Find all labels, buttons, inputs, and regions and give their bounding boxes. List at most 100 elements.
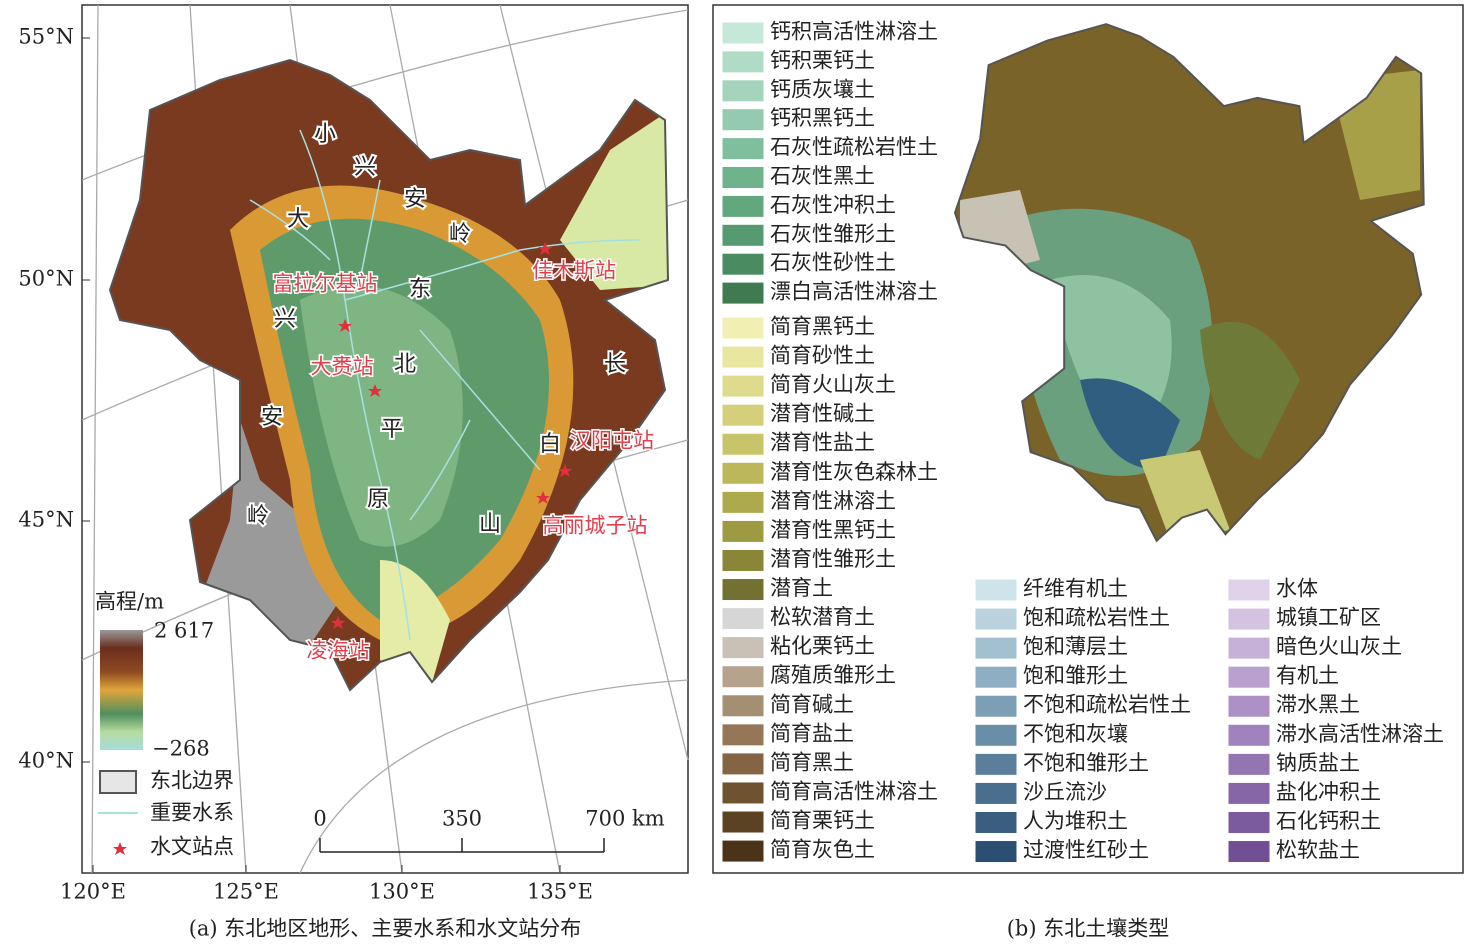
legend-swatch <box>721 137 765 161</box>
legend-swatch <box>721 166 765 189</box>
legend-swatch <box>721 316 765 340</box>
region-label: 岭 <box>247 504 269 529</box>
legend-label: 过渡性红砂土 <box>1023 838 1149 862</box>
region-label: 兴 <box>354 155 376 180</box>
elevation-max: 2 617 <box>154 619 214 643</box>
legend-swatch <box>1227 694 1271 718</box>
caption-a: (a) 东北地区地形、主要水系和水文站分布 <box>189 917 582 941</box>
legend-label: 潜育性灰色森林土 <box>770 460 938 484</box>
legend-swatch <box>1227 752 1271 776</box>
legend-label: 滞水高活性淋溶土 <box>1276 722 1444 746</box>
legend-swatch <box>721 403 765 427</box>
legend-label: 简育栗钙土 <box>770 809 875 833</box>
lon-label: 130°E <box>369 880 435 904</box>
legend-label: 腐殖质雏形土 <box>770 663 896 687</box>
legend-label: 水体 <box>1276 577 1318 601</box>
legend-label: 盐化冲积土 <box>1276 780 1381 804</box>
legend-label: 石灰性疏松岩性土 <box>770 135 938 159</box>
legend-label: 不饱和灰壤 <box>1023 722 1128 746</box>
lon-label: 125°E <box>213 880 279 904</box>
legend-label: 石灰性黑土 <box>770 164 875 188</box>
legend-swatch <box>721 490 765 514</box>
region-label: 平 <box>381 417 403 442</box>
station-markers <box>113 242 572 855</box>
lat-label: 45°N <box>18 508 74 532</box>
legend-swatch <box>721 607 765 631</box>
station-label: 凌海站 <box>307 639 370 663</box>
legend-swatch <box>721 810 765 834</box>
legend-label: 滞水黑土 <box>1276 693 1360 717</box>
legend-label: 潜育性碱土 <box>770 402 875 426</box>
legend-swatch <box>721 374 765 398</box>
legend-swatch <box>974 607 1018 631</box>
legend-label: 简育盐土 <box>770 721 854 745</box>
legend-swatch <box>721 50 765 74</box>
legend-label: 钙积高活性淋溶土 <box>770 20 938 44</box>
region-label: 安 <box>404 187 426 212</box>
scale-label: 350 <box>442 807 482 831</box>
legend-label: 钙质灰壤土 <box>770 77 875 101</box>
legend-swatch <box>721 752 765 776</box>
legend-swatch <box>721 432 765 456</box>
legend-swatch <box>1227 840 1271 864</box>
legend-label: 简育黑钙土 <box>770 315 875 339</box>
legend-label: 饱和疏松岩性土 <box>1023 606 1170 630</box>
legend-swatch <box>974 840 1018 864</box>
legend-label: 简育砂性土 <box>770 344 875 368</box>
legend-label: 重要水系 <box>150 801 234 825</box>
legend-swatch <box>721 519 765 543</box>
legend-swatch <box>721 723 765 747</box>
legend-swatch <box>721 21 765 45</box>
boundary-legend-key <box>99 770 137 794</box>
legend-label: 石灰性雏形土 <box>770 222 896 246</box>
legend-swatch <box>721 108 765 132</box>
legend-label: 暗色火山灰土 <box>1276 635 1402 659</box>
legend-label: 水文站点 <box>150 835 234 859</box>
region-label: 东 <box>409 277 431 302</box>
legend-swatch <box>721 694 765 718</box>
legend-label: 潜育性雏形土 <box>770 547 896 571</box>
legend-label: 潜育性盐土 <box>770 431 875 455</box>
legend-swatch <box>721 281 765 305</box>
legend-swatch <box>721 839 765 863</box>
legend-swatch <box>721 665 765 689</box>
legend-swatch <box>1227 636 1271 660</box>
region-label: 白 <box>539 432 561 457</box>
region-label: 北 <box>394 352 416 377</box>
legend-label: 不饱和雏形土 <box>1023 751 1149 775</box>
legend-label: 潜育性黑钙土 <box>770 518 896 542</box>
region-label: 兴 <box>274 307 296 332</box>
legend-label: 人为堆积土 <box>1023 809 1128 833</box>
legend-swatch <box>1227 781 1271 805</box>
legend-label: 粘化栗钙土 <box>770 634 875 658</box>
legend-swatch <box>721 781 765 805</box>
legend-swatch <box>1227 665 1271 689</box>
legend-label: 松软盐土 <box>1276 838 1360 862</box>
region-label: 安 <box>261 405 283 430</box>
legend-label: 纤维有机土 <box>1023 577 1128 601</box>
region-label: 小 <box>314 122 336 147</box>
legend-swatch <box>721 79 765 103</box>
region-label: 长 <box>604 352 626 377</box>
legend-swatch <box>1227 578 1271 602</box>
station-label: 富拉尔基站 <box>273 272 378 296</box>
legend-label: 漂白高活性淋溶土 <box>770 280 938 304</box>
legend-swatch <box>721 461 765 485</box>
elevation-min: −268 <box>152 737 210 761</box>
region-label: 大 <box>287 207 309 232</box>
legend-swatch <box>721 194 765 218</box>
lat-label: 55°N <box>18 25 74 49</box>
legend-label: 潜育土 <box>770 576 833 600</box>
legend-swatch <box>974 665 1018 689</box>
legend-label: 松软潜育土 <box>770 605 875 629</box>
legend-label: 简育灰色土 <box>770 838 875 862</box>
lat-label: 50°N <box>18 267 74 291</box>
legend-swatch <box>721 223 765 247</box>
scale-label: 700 km <box>585 807 664 831</box>
legend-swatch <box>974 723 1018 747</box>
legend-swatch <box>974 636 1018 660</box>
legend-swatch <box>1227 723 1271 747</box>
scale-bar <box>319 838 605 853</box>
legend-label: 城镇工矿区 <box>1276 606 1381 630</box>
legend-swatch <box>721 252 765 276</box>
